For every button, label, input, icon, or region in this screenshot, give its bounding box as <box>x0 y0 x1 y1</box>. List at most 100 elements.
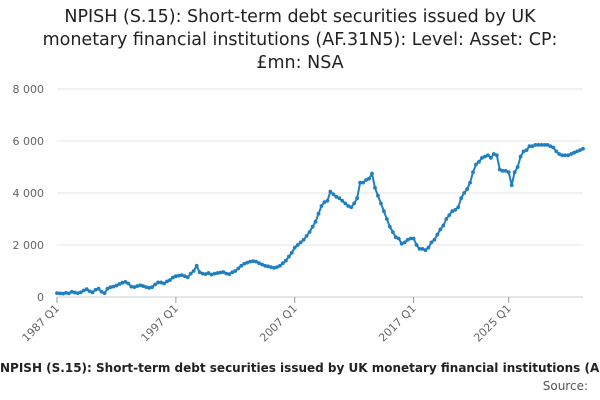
data-point[interactable] <box>206 271 211 275</box>
data-point[interactable] <box>387 224 392 229</box>
data-point[interactable] <box>209 272 214 277</box>
data-point[interactable] <box>218 270 223 275</box>
data-point[interactable] <box>441 223 446 228</box>
data-point[interactable] <box>557 152 562 156</box>
data-point[interactable] <box>132 285 137 290</box>
data-point[interactable] <box>322 200 327 205</box>
data-point[interactable] <box>275 265 279 269</box>
data-point[interactable] <box>417 247 422 251</box>
data-point[interactable] <box>429 240 434 245</box>
data-point[interactable] <box>269 265 273 269</box>
data-point[interactable] <box>491 152 496 156</box>
data-point[interactable] <box>286 254 291 259</box>
data-point[interactable] <box>123 280 128 284</box>
data-point[interactable] <box>126 281 131 286</box>
data-point[interactable] <box>331 192 336 197</box>
data-point[interactable] <box>355 196 360 201</box>
data-point[interactable] <box>114 283 119 288</box>
data-point[interactable] <box>423 248 428 253</box>
data-point[interactable] <box>447 213 452 218</box>
data-point[interactable] <box>251 259 256 264</box>
data-point[interactable] <box>539 143 544 147</box>
data-point[interactable] <box>168 278 172 282</box>
data-point[interactable] <box>367 176 371 181</box>
data-point[interactable] <box>72 290 77 295</box>
data-point[interactable] <box>117 282 122 286</box>
data-point[interactable] <box>563 153 568 158</box>
data-point[interactable] <box>280 261 285 266</box>
data-point[interactable] <box>99 289 104 294</box>
data-point[interactable] <box>488 156 493 160</box>
data-point[interactable] <box>456 205 461 210</box>
data-point[interactable] <box>450 209 455 214</box>
data-point[interactable] <box>283 258 288 263</box>
data-point[interactable] <box>298 240 303 245</box>
data-point[interactable] <box>578 148 582 153</box>
data-point[interactable] <box>212 271 217 276</box>
data-point[interactable] <box>245 260 250 265</box>
data-point[interactable] <box>551 145 556 150</box>
data-point[interactable] <box>453 208 458 212</box>
data-point[interactable] <box>581 146 585 151</box>
data-point[interactable] <box>102 291 107 295</box>
data-point[interactable] <box>141 284 146 288</box>
data-point[interactable] <box>165 279 169 284</box>
data-point[interactable] <box>227 272 232 277</box>
data-point[interactable] <box>179 273 184 278</box>
data-point[interactable] <box>337 196 342 201</box>
data-point[interactable] <box>75 291 80 295</box>
data-point[interactable] <box>465 187 470 192</box>
data-point[interactable] <box>260 262 264 267</box>
data-point[interactable] <box>575 149 579 154</box>
data-point[interactable] <box>316 211 321 216</box>
data-point[interactable] <box>307 230 312 234</box>
data-point[interactable] <box>182 274 187 279</box>
data-point[interactable] <box>105 286 110 291</box>
data-point[interactable] <box>173 274 178 279</box>
data-point[interactable] <box>257 261 261 266</box>
data-point[interactable] <box>572 150 576 155</box>
data-point[interactable] <box>494 153 499 158</box>
data-point[interactable] <box>548 144 553 149</box>
data-point[interactable] <box>328 189 333 194</box>
data-point[interactable] <box>533 143 538 147</box>
data-point[interactable] <box>156 280 160 285</box>
data-point[interactable] <box>96 286 101 291</box>
data-point[interactable] <box>266 264 270 269</box>
data-point[interactable] <box>480 156 484 160</box>
data-point[interactable] <box>414 243 419 247</box>
data-point[interactable] <box>58 291 62 296</box>
data-point[interactable] <box>399 241 404 246</box>
data-point[interactable] <box>396 236 401 241</box>
data-point[interactable] <box>352 201 357 206</box>
data-point[interactable] <box>200 271 205 276</box>
data-point[interactable] <box>370 171 374 176</box>
data-point[interactable] <box>277 263 282 268</box>
data-point[interactable] <box>135 284 140 288</box>
data-point[interactable] <box>497 167 502 172</box>
data-point[interactable] <box>69 289 74 294</box>
data-point[interactable] <box>120 280 125 285</box>
data-point[interactable] <box>384 217 389 221</box>
data-point[interactable] <box>536 143 541 147</box>
data-point[interactable] <box>263 263 267 268</box>
data-point[interactable] <box>176 273 181 278</box>
data-point[interactable] <box>93 287 98 292</box>
data-point[interactable] <box>230 270 235 275</box>
data-point[interactable] <box>500 169 505 173</box>
data-point[interactable] <box>144 285 149 290</box>
data-point[interactable] <box>84 287 89 292</box>
data-point[interactable] <box>191 269 196 273</box>
data-point[interactable] <box>569 152 574 156</box>
data-point[interactable] <box>402 240 407 245</box>
data-point[interactable] <box>545 143 550 147</box>
data-point[interactable] <box>435 232 440 237</box>
data-point[interactable] <box>66 291 71 296</box>
data-point[interactable] <box>334 195 339 199</box>
data-point[interactable] <box>108 285 113 290</box>
data-point[interactable] <box>438 227 443 232</box>
data-point[interactable] <box>346 204 351 208</box>
data-point[interactable] <box>147 286 152 290</box>
data-point[interactable] <box>81 288 86 293</box>
data-point[interactable] <box>426 245 431 250</box>
